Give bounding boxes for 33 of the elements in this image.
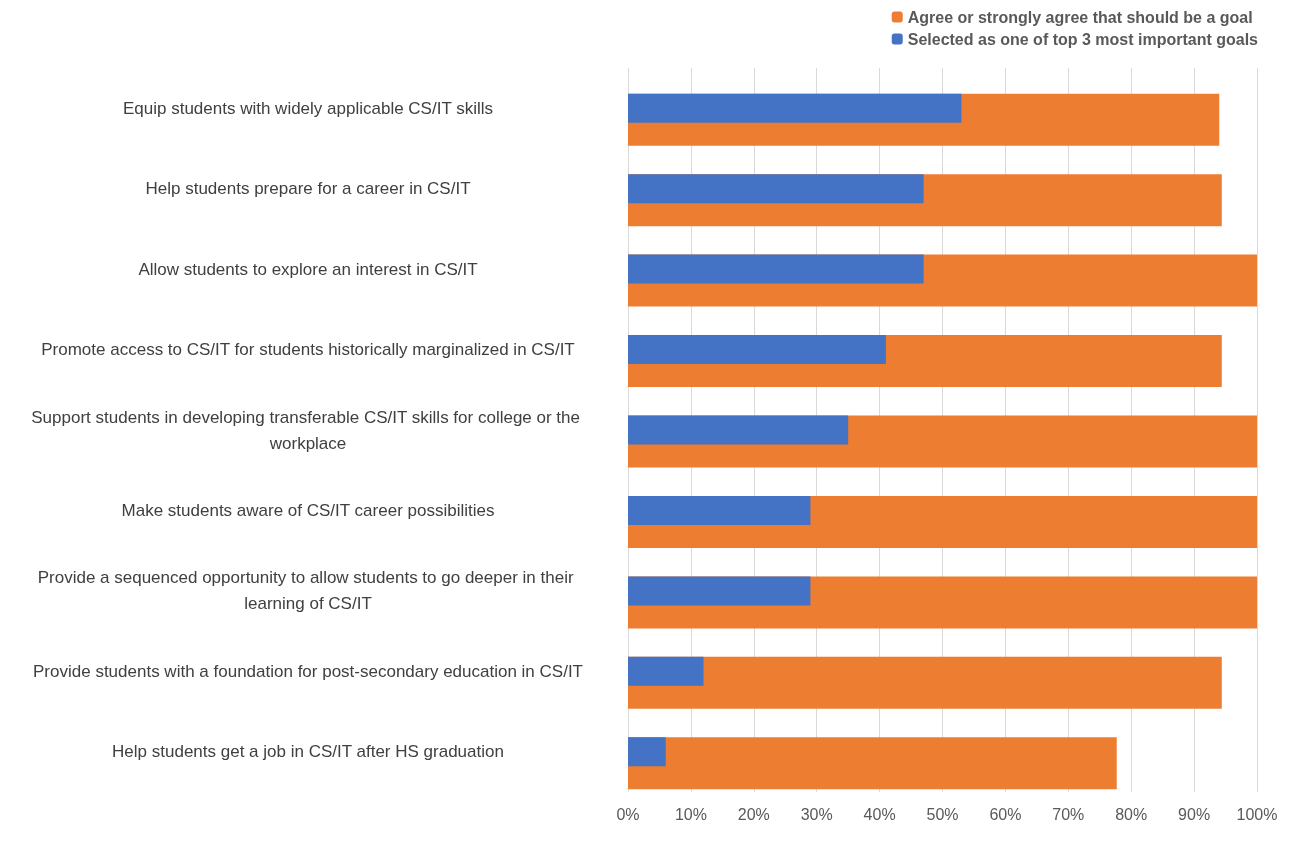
bar [628,415,849,445]
y-tick-label: Make students aware of CS/IT career possibilities [121,500,495,520]
legend-label: Agree or strongly agree that should be a goal [907,8,1253,26]
bar [628,576,811,606]
x-tick-label: 90% [1178,805,1211,823]
y-tick-label: Promote access to CS/IT for students historically marginalized in CS/IT [41,340,575,360]
bar [628,656,1222,709]
y-tick-label: Provide a sequenced opportunity to allow students to go deeper in their learning of CS/IT [37,568,579,614]
y-tick-label: Support students in developing transferable CS/IT skills for college or the workplace [31,407,585,453]
bar [628,174,924,204]
bar [628,656,704,686]
bar [628,737,666,767]
bar [628,737,1117,790]
x-tick-label: 50% [926,805,959,823]
y-tick-label: Allow students to explore an interest in CS/IT [138,259,478,279]
legend-label: Selected as one of top 3 most important goals [907,30,1259,48]
x-tick-label: 40% [863,805,896,823]
y-tick-label: Help students get a job in CS/IT after HS graduation [112,742,504,762]
bar [628,254,924,284]
x-tick-label: 60% [989,805,1022,823]
x-tick-label: 80% [1115,805,1148,823]
x-tick-label: 30% [800,805,833,823]
bar [628,335,886,365]
y-tick-label: Equip students with widely applicable CS/IT skills [122,98,494,118]
x-tick-label: 100% [1236,805,1278,823]
y-tick-label: Provide students with a foundation for post-secondary education in CS/IT [33,661,583,681]
x-tick-label: 0% [616,805,640,823]
bar [628,93,962,123]
bar [628,495,811,525]
x-tick-label: 20% [737,805,770,823]
x-tick-label: 10% [674,805,707,823]
x-tick-label: 70% [1052,805,1085,823]
y-tick-label: Help students prepare for a career in CS/IT [145,179,471,199]
